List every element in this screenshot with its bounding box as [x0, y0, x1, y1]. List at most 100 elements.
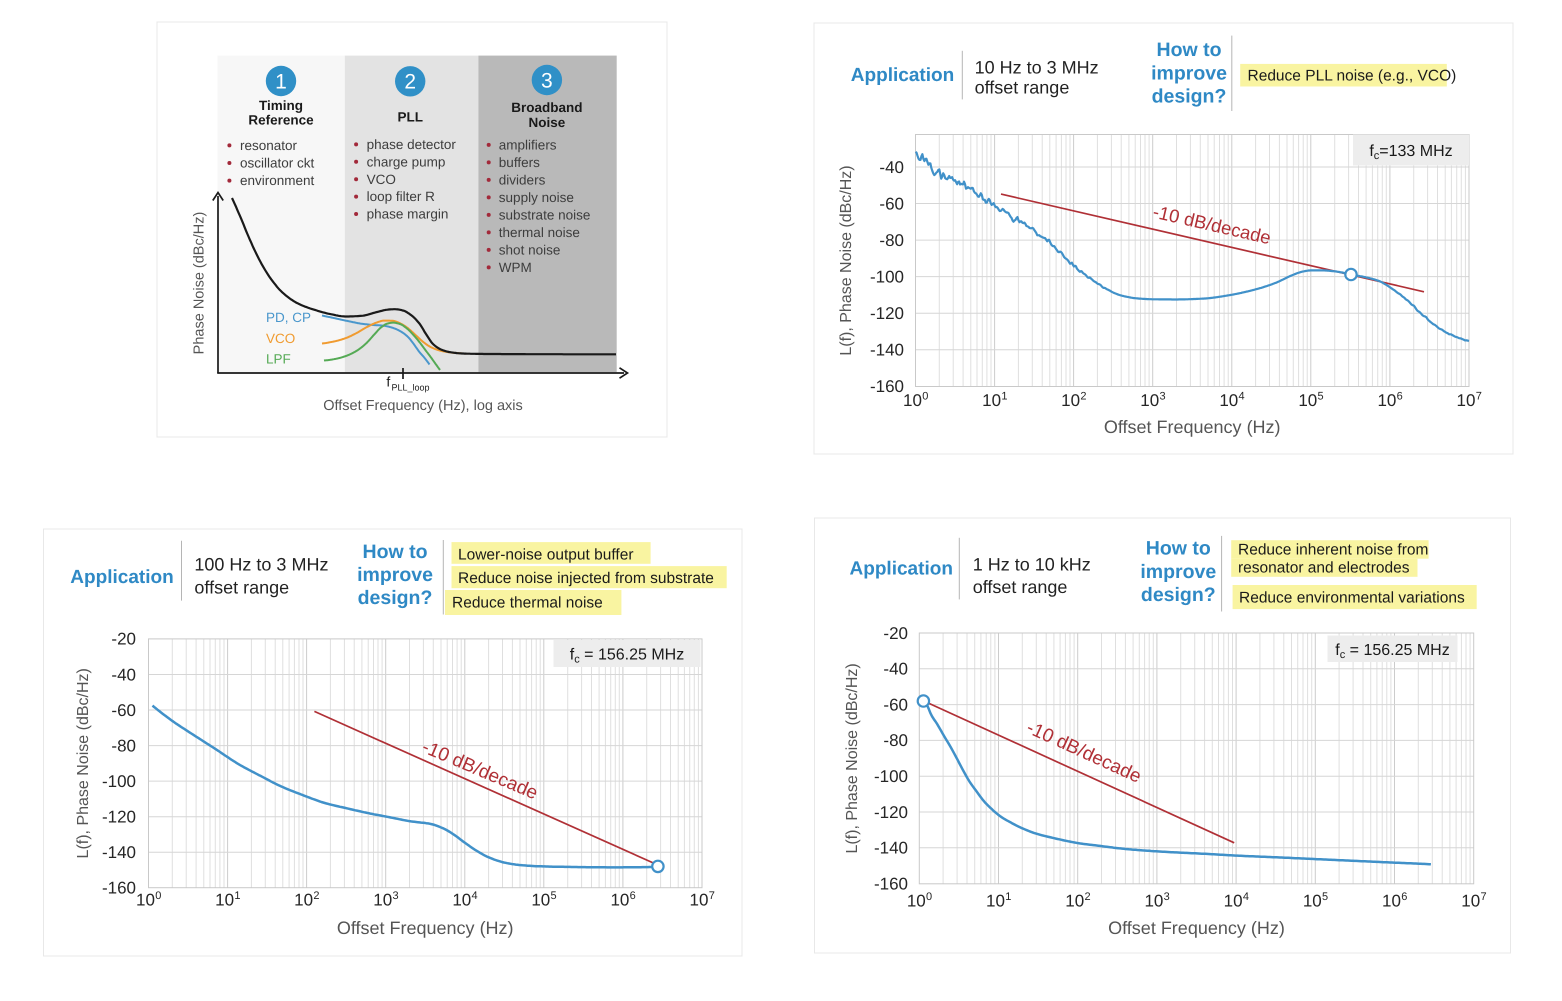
svg-text:-60: -60 — [111, 701, 136, 720]
svg-text:1: 1 — [1005, 891, 1011, 903]
svg-text:7: 7 — [1480, 891, 1486, 903]
svg-text:environment: environment — [240, 173, 315, 188]
svg-text:Reference: Reference — [248, 113, 314, 128]
svg-text:How to: How to — [363, 541, 428, 563]
svg-text:5: 5 — [551, 890, 557, 902]
svg-text:3: 3 — [392, 890, 398, 902]
svg-text:Broadband: Broadband — [511, 100, 582, 115]
svg-text:substrate noise: substrate noise — [499, 208, 591, 223]
svg-text:-120: -120 — [870, 304, 904, 323]
svg-text:Application: Application — [70, 567, 173, 588]
svg-text:10: 10 — [1140, 391, 1159, 410]
svg-text:amplifiers: amplifiers — [499, 138, 557, 153]
svg-text:PLL_loop: PLL_loop — [392, 383, 430, 393]
svg-text:thermal noise: thermal noise — [499, 225, 580, 240]
svg-text:0: 0 — [922, 391, 928, 403]
svg-text:loop filter R: loop filter R — [367, 189, 436, 204]
svg-text:Timing: Timing — [259, 98, 303, 113]
svg-text:Application: Application — [851, 65, 954, 86]
svg-text:10: 10 — [982, 391, 1001, 410]
svg-text:-140: -140 — [874, 839, 908, 858]
svg-text:10 Hz to 3 MHz: 10 Hz to 3 MHz — [975, 57, 1099, 77]
svg-text:6: 6 — [1401, 891, 1407, 903]
svg-text:offset range: offset range — [975, 77, 1070, 97]
svg-text:2: 2 — [313, 890, 319, 902]
svg-text:offset range: offset range — [194, 578, 289, 598]
svg-text:10: 10 — [1144, 892, 1163, 911]
svg-text:design?: design? — [358, 587, 433, 609]
svg-text:Noise: Noise — [529, 115, 566, 130]
svg-text:2: 2 — [1084, 891, 1090, 903]
svg-text:3: 3 — [1159, 391, 1165, 403]
svg-text:10: 10 — [1377, 391, 1396, 410]
svg-text:-40: -40 — [879, 158, 904, 177]
svg-text:L(f), Phase Noise (dBc/Hz): L(f), Phase Noise (dBc/Hz) — [75, 668, 92, 858]
svg-text:improve: improve — [1151, 62, 1227, 84]
svg-text:-80: -80 — [883, 731, 908, 750]
svg-text:10: 10 — [136, 891, 155, 910]
svg-text:L(f), Phase Noise (dBc/Hz): L(f), Phase Noise (dBc/Hz) — [838, 165, 855, 355]
svg-text:10: 10 — [903, 391, 922, 410]
svg-text:1: 1 — [275, 70, 287, 93]
svg-text:design?: design? — [1141, 584, 1216, 606]
svg-text:10: 10 — [1061, 391, 1080, 410]
svg-text:Offset Frequency (Hz): Offset Frequency (Hz) — [1108, 918, 1285, 938]
svg-text:10: 10 — [531, 891, 550, 910]
svg-text:10: 10 — [610, 891, 629, 910]
svg-text:VCO: VCO — [367, 172, 396, 187]
svg-text:dividers: dividers — [499, 173, 546, 188]
svg-text:-20: -20 — [111, 630, 136, 649]
svg-text:10: 10 — [690, 891, 709, 910]
svg-text:-140: -140 — [102, 843, 136, 862]
svg-text:5: 5 — [1318, 391, 1324, 403]
svg-text:3: 3 — [1164, 891, 1170, 903]
svg-text:10: 10 — [986, 892, 1005, 911]
svg-text:0: 0 — [155, 890, 161, 902]
svg-text:VCO: VCO — [266, 331, 295, 346]
svg-text:Application: Application — [850, 558, 953, 579]
svg-text:Reduce noise injected from sub: Reduce noise injected from substrate — [458, 570, 714, 587]
svg-text:supply noise: supply noise — [499, 190, 574, 205]
svg-text:fc=133 MHz: fc=133 MHz — [1369, 143, 1452, 162]
svg-text:10: 10 — [294, 891, 313, 910]
svg-text:-20: -20 — [883, 624, 908, 643]
svg-text:3: 3 — [541, 69, 553, 92]
svg-text:Reduce PLL noise (e.g., VCO): Reduce PLL noise (e.g., VCO) — [1248, 68, 1457, 85]
svg-text:4: 4 — [1239, 391, 1245, 403]
svg-text:-80: -80 — [111, 736, 136, 755]
svg-text:resonator: resonator — [240, 138, 298, 153]
svg-text:PLL: PLL — [397, 110, 423, 125]
svg-text:Offset Frequency (Hz), log axi: Offset Frequency (Hz), log axis — [323, 398, 523, 414]
svg-text:4: 4 — [472, 890, 478, 902]
svg-text:-100: -100 — [874, 767, 908, 786]
svg-text:10: 10 — [1457, 391, 1476, 410]
svg-text:resonator and electrodes: resonator and electrodes — [1238, 560, 1410, 577]
svg-text:offset range: offset range — [973, 577, 1068, 597]
svg-text:10: 10 — [1461, 892, 1480, 911]
svg-text:10: 10 — [907, 892, 926, 911]
svg-text:-40: -40 — [883, 660, 908, 679]
svg-text:charge pump: charge pump — [367, 154, 446, 169]
svg-text:Reduce inherent noise from: Reduce inherent noise from — [1238, 542, 1428, 559]
svg-text:0: 0 — [926, 891, 932, 903]
svg-text:Offset Frequency (Hz): Offset Frequency (Hz) — [1104, 417, 1281, 437]
svg-text:10: 10 — [373, 891, 392, 910]
svg-text:WPM: WPM — [499, 260, 532, 275]
svg-text:-120: -120 — [874, 803, 908, 822]
svg-text:10: 10 — [452, 891, 471, 910]
svg-text:PD, CP: PD, CP — [266, 310, 311, 325]
svg-text:Reduce thermal noise: Reduce thermal noise — [452, 594, 603, 611]
svg-text:6: 6 — [630, 890, 636, 902]
svg-text:10: 10 — [215, 891, 234, 910]
svg-text:-160: -160 — [102, 879, 136, 898]
svg-text:10: 10 — [1219, 391, 1238, 410]
svg-text:10: 10 — [1382, 892, 1401, 911]
svg-text:buffers: buffers — [499, 155, 540, 170]
svg-text:6: 6 — [1397, 391, 1403, 403]
svg-text:oscillator ckt: oscillator ckt — [240, 156, 315, 171]
svg-text:L(f), Phase Noise (dBc/Hz): L(f), Phase Noise (dBc/Hz) — [844, 663, 861, 853]
svg-text:10: 10 — [1065, 892, 1084, 911]
svg-text:Phase Noise (dBc/Hz): Phase Noise (dBc/Hz) — [192, 212, 208, 355]
svg-text:improve: improve — [1140, 561, 1216, 583]
svg-text:design?: design? — [1152, 86, 1227, 108]
